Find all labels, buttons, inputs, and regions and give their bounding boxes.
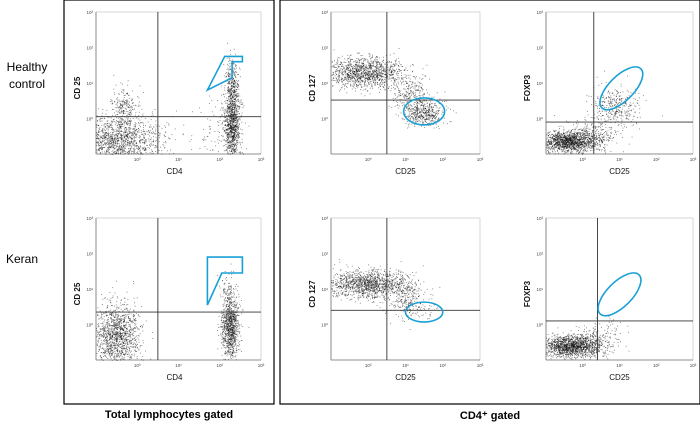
keran-cd4-cd127-ytick-label: 10¹ xyxy=(321,287,328,292)
keran-total-xtick-label: 10² xyxy=(216,363,223,368)
caption-cd4-gated: CD4⁺ gated xyxy=(459,410,521,422)
healthy-total-ytick-label: 10⁰ xyxy=(86,117,93,122)
healthy-cd4-cd127-ytick-label: 10¹ xyxy=(321,81,328,86)
keran-total-y-axis-label: CD 25 xyxy=(73,282,82,305)
keran-cd4-cd127-events xyxy=(331,259,441,330)
healthy-cd4-foxp3-ytick-label: 10¹ xyxy=(536,81,543,86)
healthy-cd4-foxp3-plot-area xyxy=(545,11,694,155)
healthy-total-events xyxy=(96,42,250,155)
row-label-healthy: Healthy control xyxy=(6,60,48,91)
keran-cd4-foxp3-x-axis-label: CD25 xyxy=(609,373,630,382)
healthy-total-gate xyxy=(205,55,244,92)
healthy-cd4-cd127-events xyxy=(331,48,457,130)
healthy-cd4-foxp3-xtick-label: 10¹ xyxy=(616,157,623,162)
keran-total-xtick-label: 10⁰ xyxy=(134,363,141,368)
keran-cd4-cd127-ytick-label: 10² xyxy=(321,252,328,257)
keran-cd4-foxp3-ytick-label: 10³ xyxy=(536,216,543,221)
keran-cd4-foxp3-gate xyxy=(597,272,642,317)
healthy-total-ytick-label: 10³ xyxy=(86,10,93,15)
keran-cd4-cd127-xtick-label: 10¹ xyxy=(402,363,409,368)
healthy-cd4-foxp3-xtick-label: 10³ xyxy=(690,157,697,162)
keran-total-xtick-label: 10³ xyxy=(258,363,265,368)
healthy-total-xtick-label: 10³ xyxy=(258,157,265,162)
healthy-cd4-cd127-ytick-label: 10³ xyxy=(321,10,328,15)
keran-cd4-cd127-y-axis-label: CD 127 xyxy=(308,280,317,308)
keran-cd4-foxp3-xtick-label: 10⁰ xyxy=(579,363,586,368)
healthy-cd4-cd127-y-axis-label: CD 127 xyxy=(308,74,317,102)
keran-cd4-cd127-gate xyxy=(404,301,444,323)
keran-cd4-foxp3-ytick-label: 10⁰ xyxy=(536,323,543,328)
keran-total-events xyxy=(96,263,250,361)
keran-cd4-cd127-ytick-label: 10³ xyxy=(321,216,328,221)
keran-cd4-cd127-xtick-label: 10⁰ xyxy=(365,363,372,368)
caption-total-lymphocytes: Total lymphocytes gated xyxy=(104,409,234,421)
healthy-cd4-cd127-x-axis-label: CD25 xyxy=(395,167,416,176)
healthy-cd4-foxp3-events xyxy=(546,70,663,155)
healthy-total-xtick-label: 10² xyxy=(216,157,223,162)
healthy-total-xtick-label: 10⁰ xyxy=(134,157,141,162)
keran-cd4-foxp3-ytick-label: 10¹ xyxy=(536,287,543,292)
keran-cd4-foxp3-y-axis-label: FOXP3 xyxy=(523,280,532,307)
healthy-cd4-foxp3-ytick-label: 10⁰ xyxy=(536,117,543,122)
healthy-cd4-foxp3-xtick-label: 10⁰ xyxy=(579,157,586,162)
left-panel-frame xyxy=(63,0,275,405)
healthy-cd4-cd127-ytick-label: 10⁰ xyxy=(321,117,328,122)
healthy-total-y-axis-label: CD 25 xyxy=(73,76,82,99)
keran-cd4-cd127-plot-area xyxy=(330,217,481,361)
keran-total-gate xyxy=(206,256,244,306)
healthy-cd4-foxp3-y-axis-label: FOXP3 xyxy=(523,74,532,101)
keran-cd4-cd127-x-axis-label: CD25 xyxy=(395,373,416,382)
healthy-total-ytick-label: 10² xyxy=(86,46,93,51)
keran-cd4-foxp3-xtick-label: 10¹ xyxy=(616,363,623,368)
healthy-cd4-foxp3-ytick-label: 10³ xyxy=(536,10,543,15)
healthy-total-x-axis-label: CD4 xyxy=(166,167,183,176)
keran-total-ytick-label: 10¹ xyxy=(86,287,93,292)
healthy-cd4-foxp3-ytick-label: 10² xyxy=(536,46,543,51)
healthy-cd4-cd127-xtick-label: 10² xyxy=(439,157,446,162)
keran-total-xtick-label: 10¹ xyxy=(175,363,182,368)
keran-total-ytick-label: 10⁰ xyxy=(86,323,93,328)
healthy-cd4-foxp3-x-axis-label: CD25 xyxy=(609,167,630,176)
keran-total-x-axis-label: CD4 xyxy=(166,373,183,382)
healthy-cd4-foxp3-gate xyxy=(599,66,644,111)
row-label-keran: Keran xyxy=(5,252,39,266)
healthy-cd4-cd127-xtick-label: 10³ xyxy=(477,157,484,162)
keran-cd4-foxp3-events xyxy=(546,314,630,361)
keran-cd4-foxp3-xtick-label: 10² xyxy=(653,363,660,368)
healthy-cd4-cd127-ytick-label: 10² xyxy=(321,46,328,51)
healthy-cd4-cd127-xtick-label: 10⁰ xyxy=(365,157,372,162)
healthy-cd4-cd127-xtick-label: 10¹ xyxy=(402,157,409,162)
healthy-cd4-cd127-gate xyxy=(402,97,446,126)
keran-cd4-cd127-xtick-label: 10³ xyxy=(477,363,484,368)
keran-cd4-foxp3-ytick-label: 10² xyxy=(536,252,543,257)
keran-cd4-foxp3-xtick-label: 10³ xyxy=(690,363,697,368)
healthy-total-xtick-label: 10¹ xyxy=(175,157,182,162)
keran-cd4-cd127-ytick-label: 10⁰ xyxy=(321,323,328,328)
keran-cd4-cd127-xtick-label: 10² xyxy=(439,363,446,368)
keran-total-ytick-label: 10² xyxy=(86,252,93,257)
healthy-total-ytick-label: 10¹ xyxy=(86,81,93,86)
healthy-cd4-foxp3-xtick-label: 10² xyxy=(653,157,660,162)
keran-total-ytick-label: 10³ xyxy=(86,216,93,221)
right-panel-frame xyxy=(279,0,700,405)
